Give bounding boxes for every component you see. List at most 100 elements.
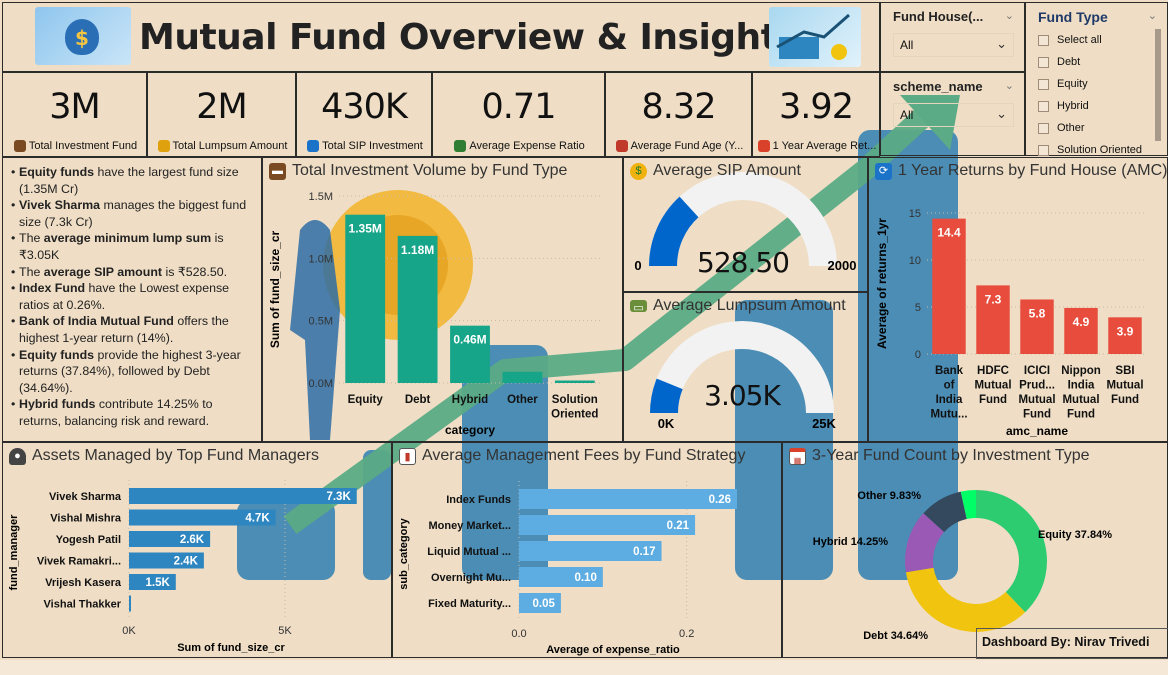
- y-tick-label: 0.0M: [309, 378, 333, 390]
- bar[interactable]: [519, 541, 662, 561]
- bar[interactable]: [129, 552, 204, 569]
- donut-slice[interactable]: [923, 491, 967, 533]
- checkbox[interactable]: [1038, 56, 1049, 68]
- x-tick-label: Solution Oriented: [551, 394, 598, 421]
- y-tick-label: 1.0M: [309, 253, 333, 265]
- y-tick-label: Vrijesh Kasera: [45, 577, 122, 589]
- insight-item: The average minimum lump sum is ₹3.05K: [11, 230, 257, 263]
- checkbox[interactable]: [1038, 34, 1049, 46]
- bar[interactable]: [1064, 307, 1098, 354]
- insight-item: Index Fund have the Lowest expense ratio…: [11, 280, 257, 313]
- slicer-fund-type[interactable]: Fund Type ⌄ Select all Debt Equity Hybrid Ot…: [1025, 2, 1168, 156]
- background-illustration: [237, 95, 960, 580]
- y-tick-label: Fixed Maturity...: [428, 598, 511, 610]
- page-title: Mutual Fund Overview & Insights: [139, 17, 799, 58]
- fund-house-dropdown[interactable]: All ⌄: [893, 33, 1014, 57]
- donut-slice[interactable]: [960, 490, 976, 520]
- data-label: 3.9: [1117, 324, 1134, 338]
- donut-slice[interactable]: [976, 490, 1047, 613]
- illustration-person: [290, 220, 340, 440]
- scrollbar[interactable]: [1155, 29, 1161, 141]
- bar[interactable]: [502, 371, 543, 383]
- fund-type-option[interactable]: Hybrid: [1038, 95, 1142, 117]
- kpi-label-text: Average Fund Age (Y...: [630, 140, 744, 152]
- bar[interactable]: [129, 509, 276, 526]
- insight-highlight: Equity funds: [19, 347, 95, 362]
- y-tick-label: Liquid Mutual ...: [427, 546, 511, 558]
- bar[interactable]: [554, 380, 595, 383]
- y-axis-label: Sum of fund_size_cr: [268, 230, 282, 348]
- donut-slice[interactable]: [905, 513, 945, 573]
- kpi-value: 430K: [321, 87, 408, 127]
- kpi-label: Average Expense Ratio: [437, 140, 602, 152]
- bar[interactable]: [345, 214, 386, 383]
- checkbox[interactable]: [1038, 100, 1049, 112]
- y-tick-label: Money Market...: [428, 520, 511, 532]
- gauge-track: [650, 321, 834, 413]
- fund-type-option[interactable]: Solution Oriented: [1038, 139, 1142, 161]
- data-label: 5.8: [1029, 306, 1046, 320]
- header-banner: $ Mutual Fund Overview & Insights: [2, 2, 880, 72]
- insight-item: Equity funds provide the highest 3-year …: [11, 347, 257, 397]
- fund-type-option[interactable]: Equity: [1038, 73, 1142, 95]
- x-tick-label: 5K: [278, 625, 292, 637]
- checkbox[interactable]: [1038, 144, 1049, 156]
- y-tick-label: Vivek Ramakri...: [37, 556, 121, 568]
- panel-fund-managers: ● Assets Managed by Top Fund Managers 0K 5K…: [2, 442, 392, 658]
- bar[interactable]: [1108, 317, 1142, 354]
- bar[interactable]: [129, 531, 211, 547]
- fees-chart: 0.0 0.2 0.26 Index Funds 0.21 Money Market...…: [398, 481, 737, 656]
- bar[interactable]: [519, 593, 561, 613]
- insight-highlight: Equity funds: [19, 165, 95, 179]
- illustration-bar: [363, 450, 391, 580]
- panel-amc-returns: ⟳ 1 Year Returns by Fund House (AMC) 0 5 10 1…: [868, 157, 1168, 442]
- x-tick-label: 0K: [122, 625, 136, 637]
- bar[interactable]: [519, 489, 737, 509]
- bar[interactable]: [932, 218, 966, 354]
- insight-highlight: average minimum lump sum: [43, 231, 212, 246]
- option-label: Hybrid: [1057, 100, 1089, 112]
- option-label: Debt: [1057, 56, 1081, 68]
- fund-type-option[interactable]: Other: [1038, 117, 1142, 139]
- chevron-down-icon[interactable]: ⌄: [1004, 79, 1014, 92]
- refresh-icon: [307, 140, 320, 152]
- bar[interactable]: [397, 235, 438, 383]
- bar[interactable]: [519, 515, 696, 535]
- data-label: 0.46M: [453, 333, 486, 347]
- chart-title-text: Total Investment Volume by Fund Type: [292, 162, 568, 179]
- kpi-card: 430K Total SIP Investment: [296, 72, 432, 157]
- scheme-name-dropdown[interactable]: All ⌄: [893, 103, 1014, 127]
- chart-title: ▦ 3-Year Fund Count by Investment Type: [789, 447, 1090, 465]
- slicer-scheme-name[interactable]: scheme_name ⌄ All ⌄: [880, 72, 1025, 156]
- calendar-icon: [615, 140, 628, 152]
- chevron-down-icon[interactable]: ⌄: [1004, 9, 1014, 22]
- fund-type-option[interactable]: Debt: [1038, 51, 1142, 73]
- data-label: 7.3: [985, 292, 1002, 306]
- bar[interactable]: [976, 285, 1010, 354]
- y-tick-label: 10: [909, 255, 921, 267]
- data-label: 0.26: [709, 494, 731, 506]
- data-label: 0.17: [633, 546, 655, 558]
- bar[interactable]: [1020, 299, 1054, 354]
- data-label: 0.10: [574, 572, 596, 584]
- bar[interactable]: [129, 574, 176, 590]
- donut-slice[interactable]: [905, 567, 1026, 632]
- panel-average-sip: $ Average SIP Amount 528.50 0 2000: [623, 157, 868, 292]
- slicer-fund-house[interactable]: Fund House(... ⌄ All ⌄: [880, 2, 1025, 72]
- gauge-min-label: 0: [634, 258, 641, 273]
- option-label: Other: [1057, 122, 1085, 134]
- x-tick-label: Equity: [348, 394, 384, 406]
- insight-item: Bank of India Mutual Fund offers the hig…: [11, 313, 257, 346]
- chart-title: ▭ Average Lumpsum Amount: [630, 297, 846, 315]
- panel-3yr-fund-count: ▦ 3-Year Fund Count by Investment Type Equ…: [782, 442, 1168, 659]
- fund-type-option[interactable]: Select all: [1038, 29, 1142, 51]
- bar[interactable]: [129, 488, 357, 504]
- bar[interactable]: [129, 595, 131, 612]
- bar[interactable]: [450, 325, 490, 383]
- checkbox[interactable]: [1038, 122, 1049, 134]
- chevron-down-icon[interactable]: ⌄: [1147, 9, 1157, 22]
- chart-title-text: Average Lumpsum Amount: [653, 297, 846, 314]
- bar[interactable]: [519, 567, 603, 587]
- checkbox[interactable]: [1038, 78, 1049, 90]
- x-tick-label: Debt: [405, 394, 431, 406]
